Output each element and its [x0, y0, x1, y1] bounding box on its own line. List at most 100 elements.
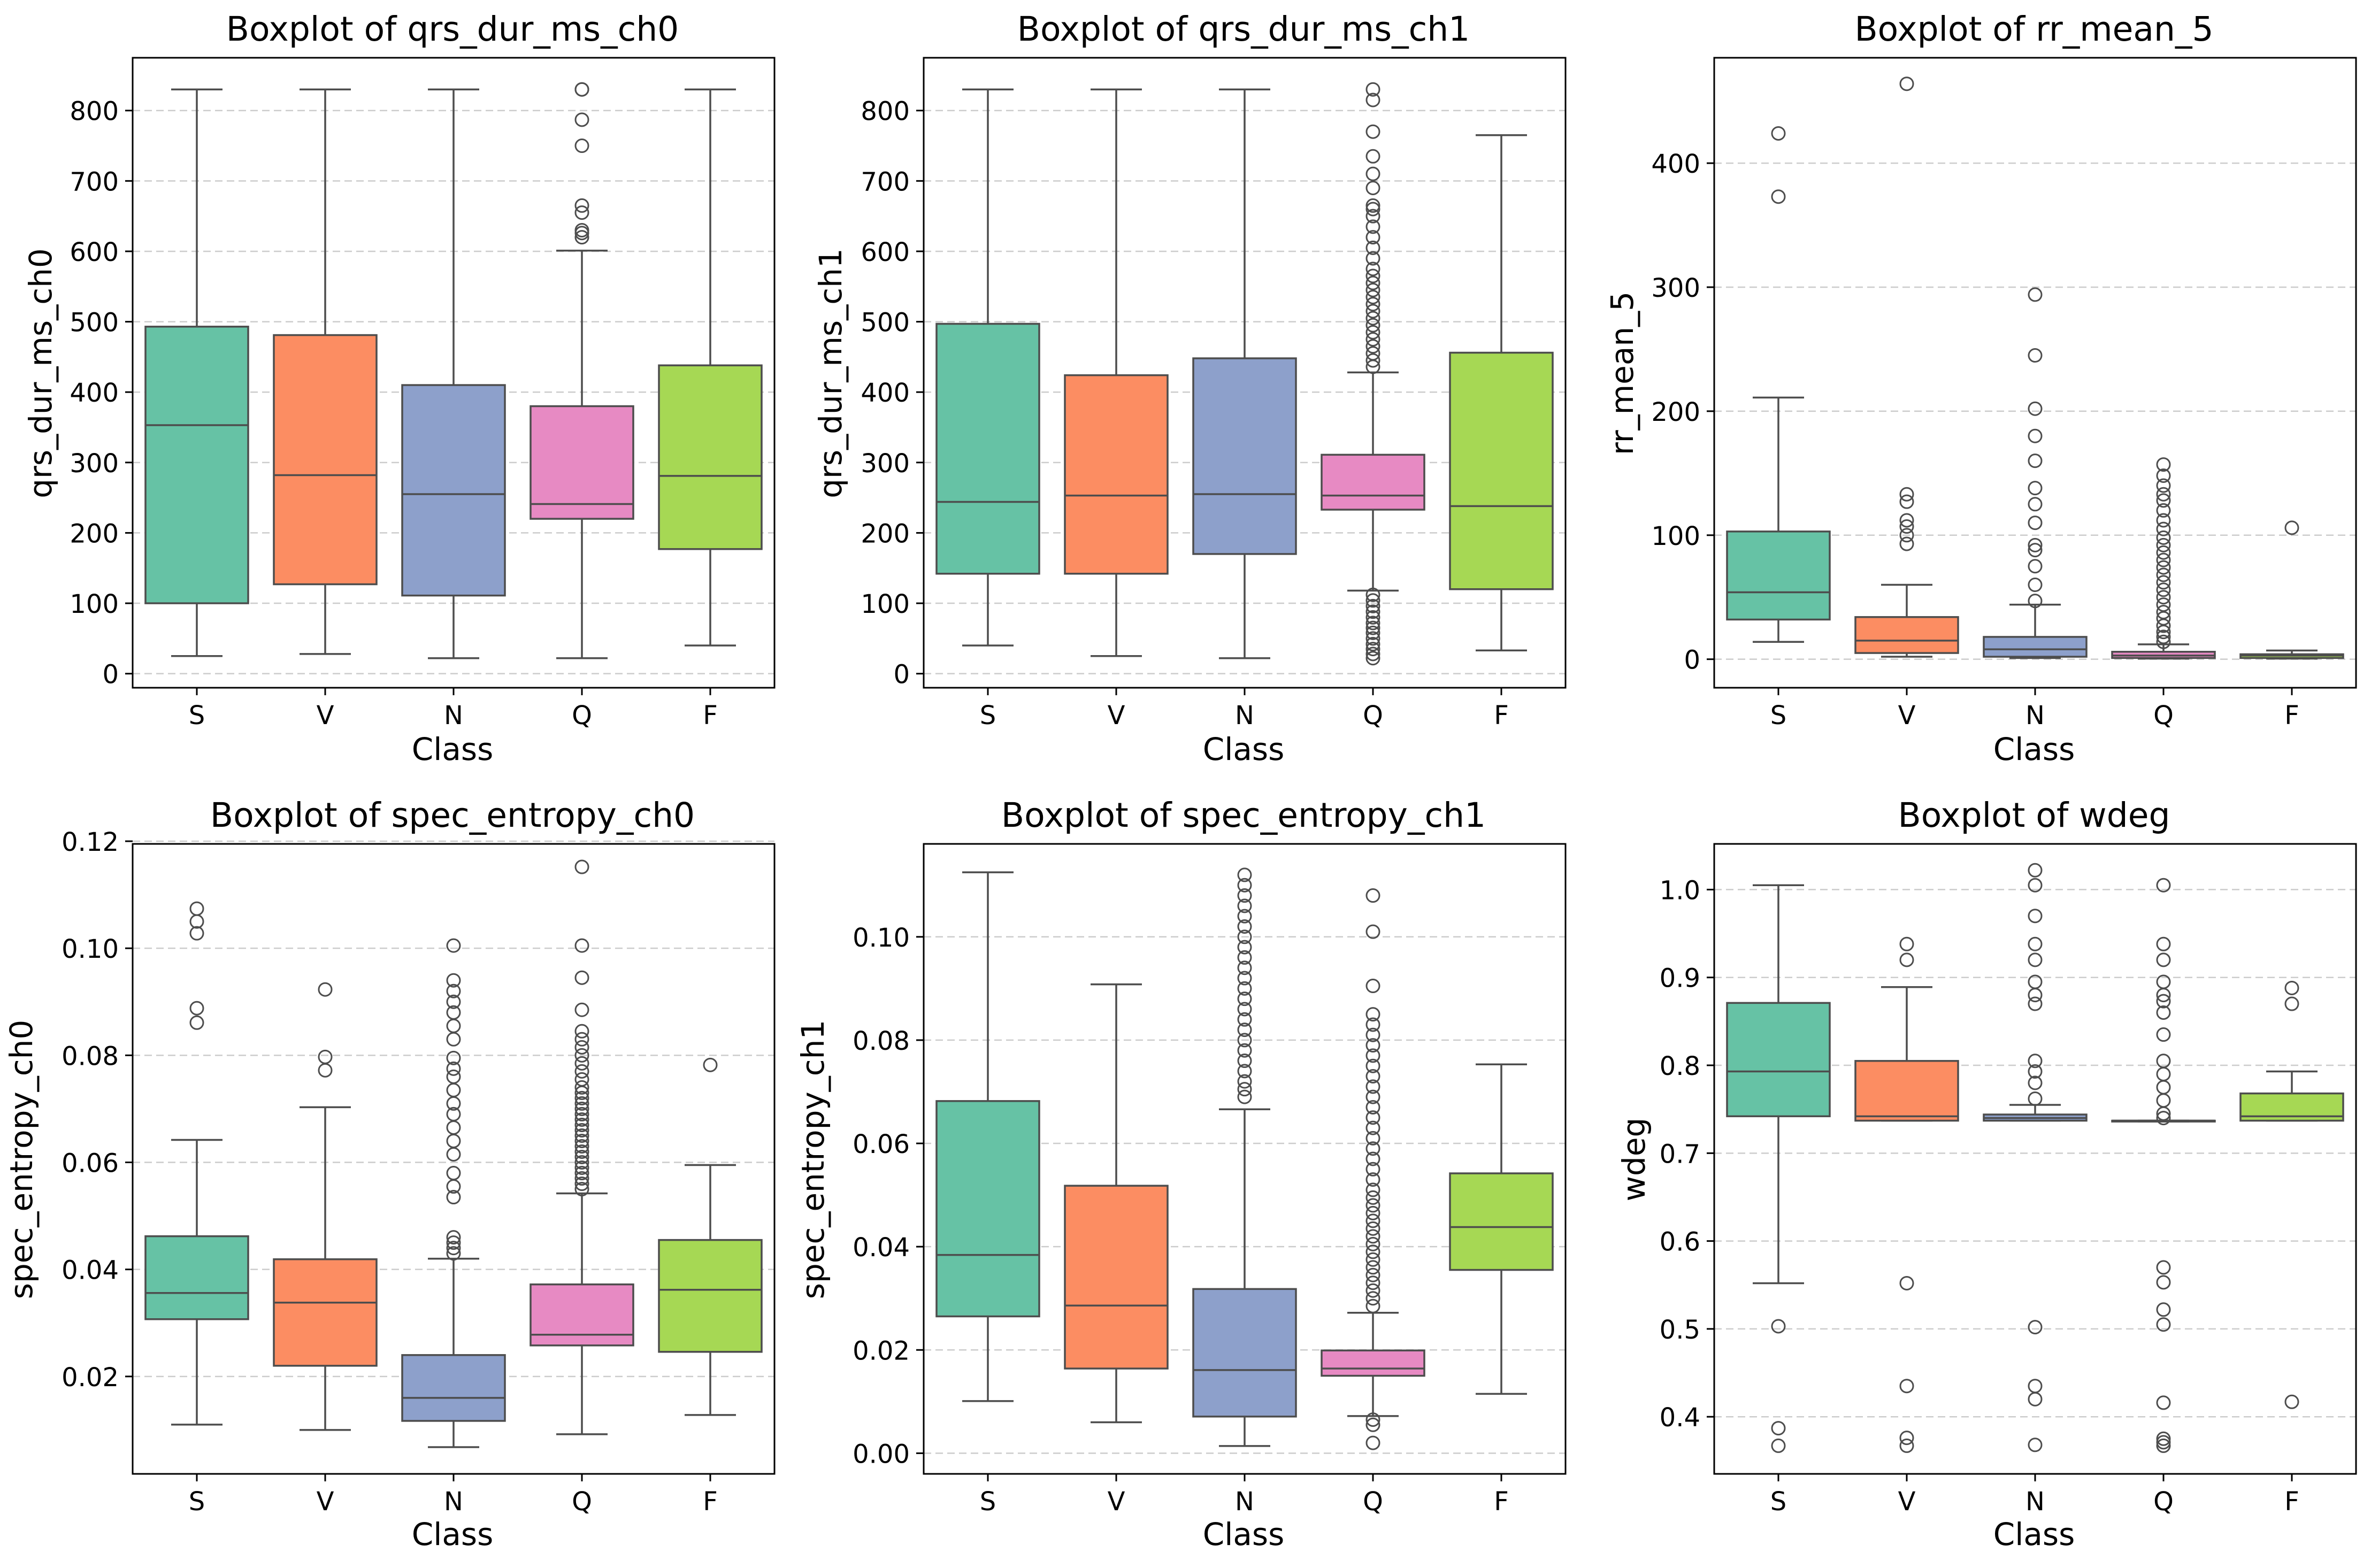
chart-title: Boxplot of spec_entropy_ch1 — [1001, 796, 1486, 835]
chart-title: Boxplot of spec_entropy_ch0 — [210, 796, 695, 835]
outlier-point — [574, 1040, 589, 1055]
outlier-point — [1899, 519, 1914, 534]
outlier-point — [2028, 594, 2043, 609]
outlier-point — [574, 1177, 589, 1192]
y-axis-label: wdeg — [1616, 1118, 1652, 1202]
y-tick-label: 0.6 — [1660, 1227, 1700, 1257]
x-tick-label: V — [1898, 1487, 1916, 1517]
outlier-point — [1237, 1054, 1252, 1069]
y-tick-label: 0.06 — [62, 1149, 119, 1179]
outlier-point — [1365, 1417, 1380, 1432]
outlier-point — [574, 938, 589, 953]
y-tick-label: 0.5 — [1660, 1315, 1700, 1345]
y-tick-label: 100 — [70, 589, 119, 619]
outlier-point — [1365, 1252, 1380, 1267]
outlier-point — [1365, 230, 1380, 245]
iqr-box — [1854, 616, 1959, 654]
outlier-point — [1899, 1275, 1914, 1290]
x-tick-label: N — [444, 1487, 463, 1517]
outlier-point — [1237, 940, 1252, 955]
box-N — [1983, 287, 2088, 659]
outlier-point — [446, 973, 461, 988]
outlier-point — [2156, 597, 2171, 612]
y-tick-label: 800 — [70, 97, 119, 127]
y-tick-label: 0.9 — [1660, 964, 1700, 994]
outlier-point — [189, 914, 204, 929]
outlier-point — [1365, 1283, 1380, 1298]
y-tick-label: 0.06 — [853, 1129, 910, 1159]
box-S — [935, 871, 1040, 1402]
outlier-point — [2028, 1320, 2043, 1335]
box-F — [1449, 1063, 1554, 1395]
iqr-box — [1064, 374, 1169, 575]
outlier-point — [1365, 1205, 1380, 1220]
outlier-point — [2156, 1438, 2171, 1453]
x-tick-label: V — [1108, 701, 1125, 731]
outlier-point — [1365, 1275, 1380, 1290]
outlier-point — [1899, 1438, 1914, 1453]
y-tick-label: 400 — [1651, 149, 1700, 179]
outlier-point — [1237, 1033, 1252, 1048]
outlier-point — [2156, 1275, 2171, 1290]
outlier-point — [2156, 618, 2171, 633]
x-tick-label: Q — [2153, 701, 2174, 731]
outlier-point — [1237, 929, 1252, 944]
outlier-point — [1365, 1100, 1380, 1114]
y-tick-label: 300 — [1651, 273, 1700, 303]
outlier-point — [2028, 996, 2043, 1011]
outlier-point — [1365, 1172, 1380, 1187]
y-tick-label: 0 — [1684, 645, 1700, 675]
outlier-point — [1365, 1229, 1380, 1244]
outlier-point — [1237, 950, 1252, 965]
x-axis-label: Class — [412, 731, 494, 767]
outlier-point — [1365, 1198, 1380, 1213]
outlier-point — [446, 994, 461, 1009]
box-Q — [530, 82, 634, 659]
outlier-point — [1237, 898, 1252, 913]
y-tick-label: 0.10 — [853, 923, 910, 953]
outlier-point — [1365, 1079, 1380, 1094]
outlier-point — [2028, 428, 2043, 443]
outlier-point — [574, 1155, 589, 1170]
outlier-point — [446, 1166, 461, 1181]
outlier-point — [1365, 1027, 1380, 1042]
chart-title: Boxplot of wdeg — [1898, 796, 2170, 835]
outlier-point — [2156, 994, 2171, 1009]
outlier-point — [446, 1120, 461, 1135]
outlier-point — [2156, 503, 2171, 518]
y-axis-label: qrs_dur_ms_ch0 — [22, 248, 59, 498]
outlier-point — [2028, 543, 2043, 558]
outlier-point — [1365, 1017, 1380, 1032]
iqr-box — [1321, 454, 1425, 511]
outlier-point — [574, 198, 589, 213]
outlier-point — [574, 1144, 589, 1159]
box-S — [144, 88, 249, 657]
box-Q — [1321, 888, 1425, 1450]
outlier-point — [1365, 1435, 1380, 1450]
outlier-point — [2284, 520, 2299, 535]
outlier-point — [446, 1241, 461, 1256]
outlier-point — [2156, 545, 2171, 560]
outlier-point — [2028, 878, 2043, 893]
y-tick-label: 200 — [1651, 397, 1700, 427]
outlier-point — [1365, 290, 1380, 305]
y-tick-label: 300 — [861, 449, 910, 479]
outlier-point — [574, 1072, 589, 1087]
y-tick-label: 400 — [861, 378, 910, 408]
outlier-point — [2156, 1317, 2171, 1332]
outlier-point — [1365, 262, 1380, 276]
iqr-box — [1726, 531, 1831, 621]
outlier-point — [1237, 867, 1252, 882]
outlier-point — [189, 926, 204, 941]
outlier-point — [2156, 1260, 2171, 1275]
outlier-point — [1365, 625, 1380, 640]
y-tick-label: 0.02 — [853, 1336, 910, 1366]
outlier-point — [446, 1050, 461, 1065]
outlier-point — [1365, 1120, 1380, 1135]
iqr-box — [273, 1258, 378, 1367]
outlier-point — [574, 970, 589, 985]
outlier-point — [574, 859, 589, 874]
outlier-point — [1365, 979, 1380, 994]
iqr-box — [144, 1235, 249, 1320]
outlier-point — [1899, 936, 1914, 951]
